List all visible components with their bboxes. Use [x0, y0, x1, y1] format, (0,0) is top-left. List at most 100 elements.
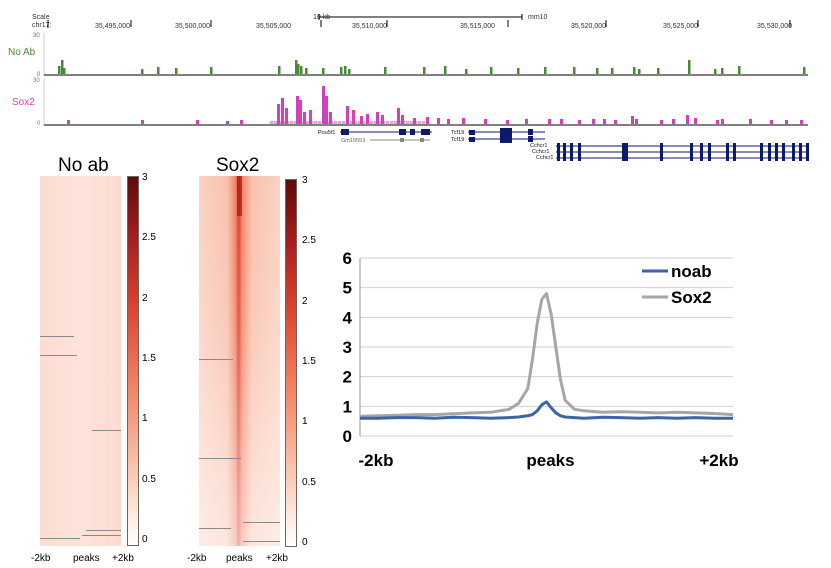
signal-peak	[281, 98, 284, 124]
signal-peak	[426, 117, 429, 124]
signal-peak	[785, 120, 788, 124]
coord-label: 35,500,000	[175, 23, 210, 30]
signal-peak	[635, 119, 638, 124]
signal-peak	[67, 120, 70, 124]
exon	[806, 149, 809, 155]
signal-peak	[285, 108, 288, 124]
signal-peak	[303, 112, 306, 124]
signal-bg	[278, 121, 281, 124]
x-tick-label: peaks	[526, 451, 574, 470]
signal-peak	[309, 110, 312, 124]
coord-label: 35,520,000	[571, 23, 606, 30]
signal-peak	[694, 118, 697, 124]
exon	[775, 155, 778, 161]
signal-bg	[362, 121, 365, 124]
y-tick-label: 5	[343, 279, 352, 298]
signal-peak	[749, 119, 752, 124]
signal-peak	[462, 118, 465, 124]
colorbar-tick-label: 2.5	[142, 232, 156, 244]
exon	[578, 143, 581, 149]
signal-peak	[465, 69, 468, 74]
signal-peak	[352, 110, 355, 124]
genome-browser: Scale chr17: 10 kb mm10 35,495,000 35,50…	[8, 14, 809, 161]
signal-peak	[548, 119, 551, 124]
legend-label-noab: noab	[671, 262, 712, 281]
signal-peak	[437, 118, 440, 124]
signal-peak	[226, 121, 229, 124]
signal-bg	[298, 121, 301, 124]
exon	[578, 149, 581, 155]
gene-label: Cchcr1	[532, 149, 549, 155]
signal-peak	[329, 112, 332, 124]
signal-bg	[338, 121, 341, 124]
track-max-noab: 30	[33, 33, 40, 39]
signal-peak	[325, 96, 328, 124]
signal-peak	[688, 60, 691, 74]
signal-bg	[378, 121, 381, 124]
signal-peak	[525, 119, 528, 124]
exon	[557, 155, 560, 161]
signal-peak	[175, 68, 178, 74]
exon	[799, 149, 802, 155]
exon	[768, 149, 771, 155]
signal-bg	[326, 121, 329, 124]
signal-bg	[354, 121, 357, 124]
heatmap-title-sox2: Sox2	[216, 155, 260, 176]
signal-peak	[58, 66, 61, 74]
heatmap-gap-line	[86, 530, 121, 531]
legend: noab Sox2	[642, 262, 712, 307]
exon	[806, 155, 809, 161]
signal-bg	[274, 121, 277, 124]
heatmap-gap-line	[199, 359, 233, 360]
coord-label: 35,495,000	[95, 23, 130, 30]
colorbar-tick-label: 1	[142, 413, 148, 425]
y-tick-label: 1	[343, 397, 352, 416]
heatmap-gap-line	[243, 541, 280, 542]
series-line-noab	[360, 400, 733, 420]
exon	[768, 143, 771, 149]
exon	[700, 149, 703, 155]
signal-peak	[423, 67, 426, 74]
scale-label: Scale	[32, 14, 50, 21]
colorbar-tick-label: 0	[302, 537, 308, 548]
coord-label: 35,525,000	[663, 23, 698, 30]
signal-peak	[360, 116, 363, 124]
heatmap-gap-line	[40, 355, 77, 356]
signal-peak	[240, 120, 243, 124]
profile-line-chart: 0 1 2 3 4 5 6 -2kb peaks +2kb noab Sox2	[343, 249, 739, 470]
colorbar-tick-label: 2	[302, 295, 308, 307]
exon	[557, 143, 560, 149]
heatmap-gap-line	[40, 336, 74, 337]
signal-peak	[299, 100, 302, 124]
signal-bg	[290, 121, 293, 124]
exon	[578, 155, 581, 161]
track-label-sox2: Sox2	[12, 97, 35, 108]
signal-peak	[322, 86, 325, 124]
signal-peak	[376, 112, 379, 124]
signal-peak	[631, 116, 634, 124]
signal-peak	[573, 67, 576, 74]
exon	[660, 149, 663, 155]
signal-peak	[603, 119, 606, 124]
signal-peak	[381, 115, 384, 124]
signal-peak	[592, 119, 595, 124]
signal-peak	[800, 120, 803, 124]
signal-bg	[398, 121, 401, 124]
signal-bg	[270, 121, 273, 124]
signal-bg	[310, 121, 313, 124]
signal-peak	[484, 119, 487, 124]
signal-peak	[611, 68, 614, 74]
exon	[622, 143, 628, 149]
signal-peak	[196, 120, 199, 124]
coordinate-labels: 35,495,000 35,500,000 35,505,000 35,510,…	[95, 23, 792, 30]
signal-peak	[714, 69, 717, 74]
signal-bg	[302, 121, 305, 124]
exon	[563, 149, 566, 155]
signal-bg	[346, 121, 349, 124]
signal-peak	[633, 67, 636, 74]
exon	[700, 143, 703, 149]
signal-bg	[406, 121, 409, 124]
signal-bg	[390, 121, 393, 124]
colorbar-tick-label: 3	[142, 172, 148, 183]
signal-peak	[560, 119, 563, 124]
